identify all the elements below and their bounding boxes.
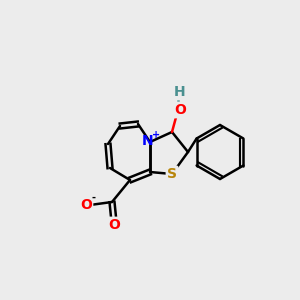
Text: O: O [80, 198, 92, 212]
Text: N: N [142, 134, 154, 148]
Text: O: O [174, 103, 186, 117]
Text: O: O [108, 218, 120, 232]
Text: H: H [174, 85, 186, 99]
Text: S: S [167, 167, 177, 181]
Text: +: + [152, 130, 160, 140]
Text: -: - [92, 193, 96, 203]
